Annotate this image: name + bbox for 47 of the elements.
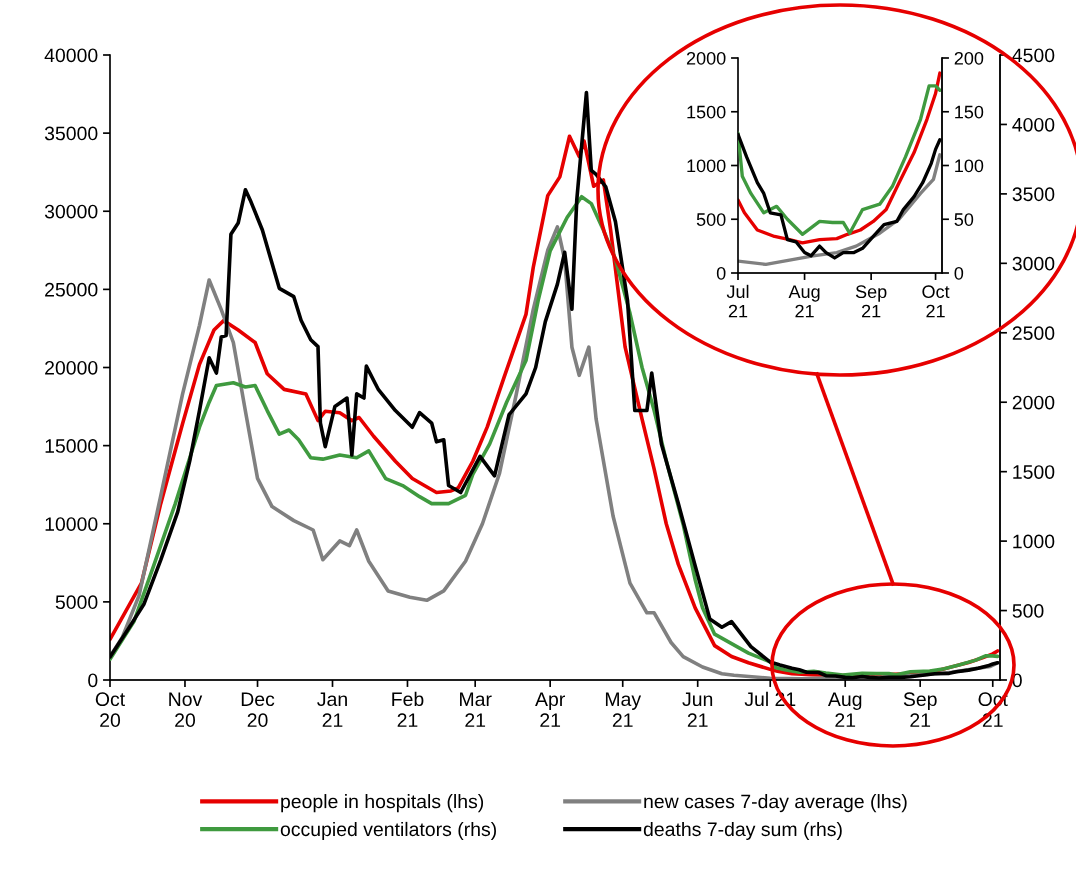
y-tick-label: 20000 bbox=[45, 360, 98, 375]
y2-tick-label: 500 bbox=[1012, 604, 1044, 618]
x-tick-label: Oct 20 bbox=[95, 692, 125, 728]
legend-label: new cases 7-day average (lhs) bbox=[644, 794, 907, 813]
y-tick-label: 25000 bbox=[45, 282, 98, 297]
y2-tick-label: 2500 bbox=[1012, 326, 1055, 341]
x-tick-label: Dec 20 bbox=[241, 692, 275, 728]
y-tick-label: 15000 bbox=[45, 439, 98, 453]
y2-tick-label: 4500 bbox=[1012, 48, 1055, 63]
y-tick-label: 1500 bbox=[687, 105, 726, 119]
x-tick-label: Sep 21 bbox=[855, 285, 887, 318]
x-tick-label: Jul 21 bbox=[726, 284, 749, 318]
x-tick-label: Jun 21 bbox=[682, 692, 713, 727]
y2-tick-label: 3000 bbox=[1012, 256, 1055, 271]
y2-tick-label: 150 bbox=[955, 105, 984, 119]
x-tick-label: Nov 20 bbox=[169, 692, 203, 728]
y-tick-label: 40000 bbox=[44, 48, 98, 63]
y2-tick-label: 3500 bbox=[1012, 187, 1055, 202]
x-tick-label: Aug 21 bbox=[788, 285, 820, 318]
y-tick-label: 5000 bbox=[55, 595, 98, 610]
y2-tick-label: 1500 bbox=[1013, 465, 1055, 479]
y2-tick-label: 0 bbox=[954, 266, 964, 280]
legend-label: people in hospitals (lhs) bbox=[281, 794, 484, 813]
y2-tick-label: 1000 bbox=[1013, 534, 1055, 549]
y-tick-label: 2000 bbox=[686, 51, 726, 65]
x-tick-label: Sep 21 bbox=[903, 692, 937, 727]
y2-tick-label: 2000 bbox=[1012, 395, 1055, 410]
x-tick-label: Apr 21 bbox=[535, 692, 565, 727]
x-tick-label: Oct 21 bbox=[922, 285, 950, 318]
x-tick-label: Aug 21 bbox=[827, 692, 862, 727]
y2-tick-label: 200 bbox=[954, 51, 984, 65]
y-tick-label: 10000 bbox=[45, 517, 98, 531]
y-tick-label: 35000 bbox=[44, 126, 98, 141]
x-tick-label: May 21 bbox=[605, 692, 642, 727]
x-tick-label: Feb 21 bbox=[392, 691, 424, 727]
y-tick-label: 30000 bbox=[44, 204, 98, 219]
y-tick-label: 0 bbox=[716, 266, 726, 280]
y-tick-label: 500 bbox=[696, 213, 726, 226]
legend-label: deaths 7-day sum (rhs) bbox=[643, 821, 842, 840]
x-tick-label: Jan 21 bbox=[317, 692, 347, 727]
y-tick-label: 1000 bbox=[687, 159, 726, 173]
y2-tick-label: 100 bbox=[955, 159, 984, 173]
legend-label: occupied ventilators (rhs) bbox=[280, 821, 496, 840]
y2-tick-label: 50 bbox=[954, 213, 974, 226]
x-tick-label: Mar 21 bbox=[460, 692, 492, 727]
y-tick-label: 0 bbox=[88, 673, 98, 688]
y2-tick-label: 4000 bbox=[1012, 117, 1055, 132]
